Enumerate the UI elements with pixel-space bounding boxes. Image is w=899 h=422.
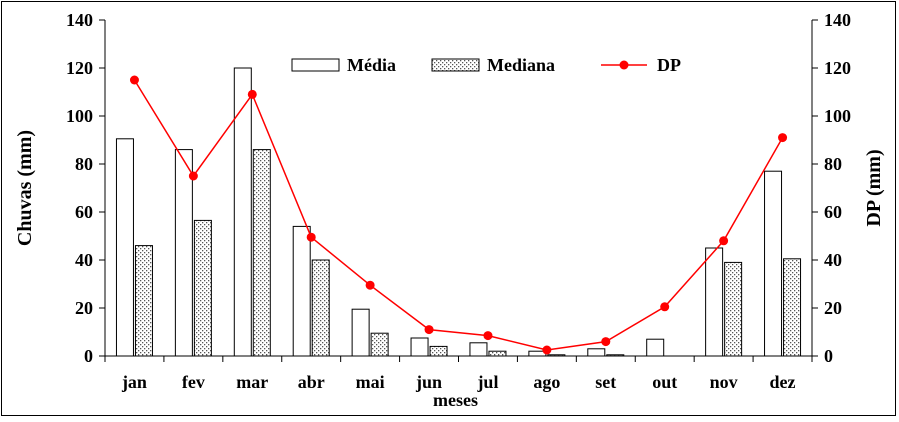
x-tick-label: ago xyxy=(533,372,560,392)
dp-point xyxy=(306,232,316,242)
bar-mediana xyxy=(252,149,271,357)
chart-frame: 0 20 40 60 80 100 120 140 0 20 40 60 80 100 120 140 jan f… xyxy=(1,1,896,416)
dp-point xyxy=(778,133,788,143)
bar-media xyxy=(351,308,370,357)
dp-point xyxy=(483,331,493,341)
y-tick-label-left: 60 xyxy=(75,202,93,222)
y-tick-label-left: 40 xyxy=(75,250,93,270)
y-tick-label-left: 120 xyxy=(66,58,93,78)
dp-point xyxy=(660,302,670,312)
x-tick-label: abr xyxy=(298,372,325,392)
y-axis-title-left: Chuvas (mm) xyxy=(14,130,36,246)
legend-label-media: Média xyxy=(347,55,396,75)
legend-swatch-media xyxy=(291,58,340,72)
bar-mediana xyxy=(783,258,802,357)
dp-series-line xyxy=(133,79,784,351)
bar-mediana xyxy=(606,354,625,357)
dp-line xyxy=(129,75,788,355)
dp-point xyxy=(129,75,139,85)
axis-labels: Chuvas (mm) DP (mm) meses xyxy=(14,130,885,410)
bar-mediana xyxy=(311,259,330,357)
bar-media xyxy=(469,342,488,357)
y-tick-label-right: 20 xyxy=(824,298,842,318)
y-tick-label-left: 20 xyxy=(75,298,93,318)
bar-mediana xyxy=(193,219,212,357)
dp-point xyxy=(424,325,434,335)
bar-mediana xyxy=(370,332,389,357)
bars xyxy=(115,67,802,357)
axes: 0 20 40 60 80 100 120 140 0 20 40 60 80 100 120 140 jan f… xyxy=(66,10,851,392)
dp-point xyxy=(365,280,375,290)
bar-media xyxy=(705,247,724,357)
bar-mediana xyxy=(488,350,507,357)
legend-marker-dp xyxy=(619,60,629,70)
y-tick-label-right: 0 xyxy=(824,346,833,366)
y-tick-label-right: 40 xyxy=(824,250,842,270)
legend-label-mediana: Mediana xyxy=(487,55,555,75)
y-tick-label-right: 120 xyxy=(824,58,851,78)
x-tick-label: jan xyxy=(121,372,147,392)
y-axis-title-right: DP (mm) xyxy=(863,149,885,226)
y-tick-label-left: 100 xyxy=(66,106,93,126)
legend-swatch-mediana xyxy=(431,58,480,72)
bar-media xyxy=(174,149,193,357)
y-tick-label-right: 80 xyxy=(824,154,842,174)
y-tick-label-right: 60 xyxy=(824,202,842,222)
bar-media xyxy=(410,337,429,357)
bar-media xyxy=(764,170,783,357)
bar-mediana xyxy=(724,261,743,357)
x-tick-label: dez xyxy=(770,372,796,392)
y-tick-label-right: 100 xyxy=(824,106,851,126)
x-tick-label: out xyxy=(652,372,677,392)
x-tick-label: jul xyxy=(476,372,498,392)
y-tick-label-left: 80 xyxy=(75,154,93,174)
bar-mediana xyxy=(429,345,448,357)
dp-point xyxy=(719,236,729,246)
x-tick-label: set xyxy=(595,372,616,392)
bar-media xyxy=(233,67,252,357)
x-tick-label: mai xyxy=(356,372,385,392)
legend: Média Mediana DP xyxy=(291,55,681,75)
bar-media xyxy=(115,138,134,357)
bar-media xyxy=(587,348,606,357)
dp-point xyxy=(188,171,198,181)
rainfall-chart: 0 20 40 60 80 100 120 140 0 20 40 60 80 100 120 140 jan f… xyxy=(14,10,885,410)
dp-point xyxy=(601,337,611,347)
bar-media xyxy=(292,225,311,357)
y-tick-label-left: 0 xyxy=(84,346,93,366)
legend-label-dp: DP xyxy=(657,55,681,75)
x-tick-label: nov xyxy=(710,372,738,392)
y-tick-label-right: 140 xyxy=(824,10,851,30)
x-axis-title: meses xyxy=(433,390,478,410)
bar-mediana xyxy=(134,245,153,357)
dp-point xyxy=(542,345,552,355)
y-tick-label-left: 140 xyxy=(66,10,93,30)
bar-media xyxy=(646,338,665,357)
x-tick-label: jun xyxy=(415,372,442,392)
bar-mediana xyxy=(547,354,566,357)
x-tick-label: fev xyxy=(182,372,205,392)
dp-point xyxy=(247,89,257,99)
x-tick-label: mar xyxy=(236,372,268,392)
